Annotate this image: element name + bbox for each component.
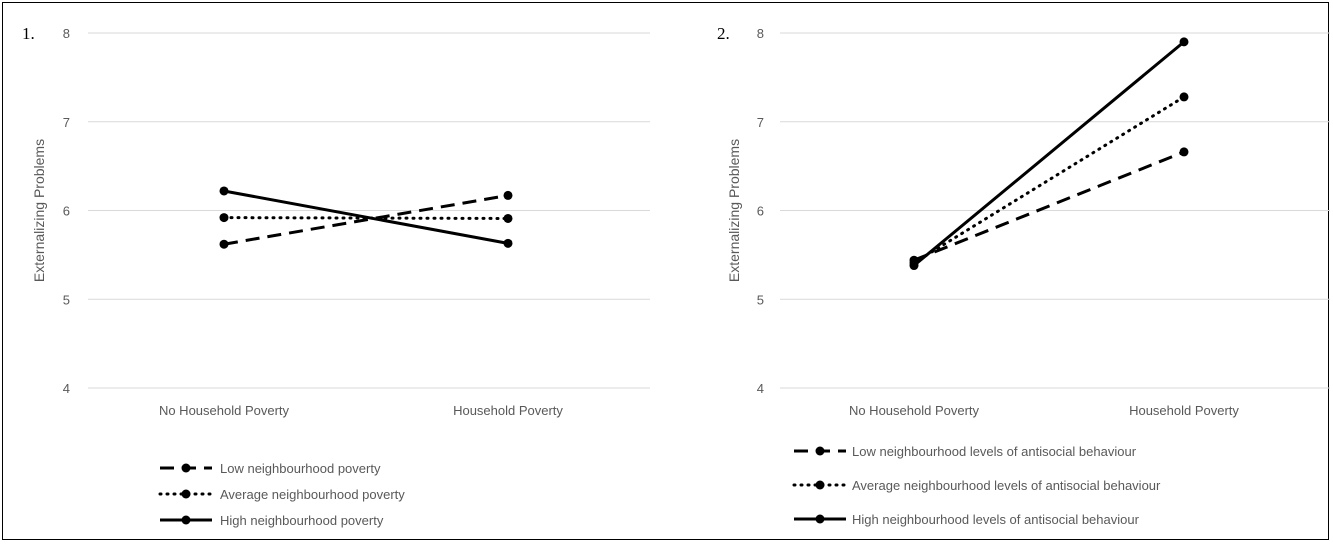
legend-entry: High neighbourhood levels of antisocial … xyxy=(852,512,1140,527)
y-tick-label: 7 xyxy=(757,115,764,130)
series-line-solid xyxy=(223,189,509,245)
data-point xyxy=(503,213,513,223)
data-point xyxy=(1179,147,1189,157)
y-tick-label: 5 xyxy=(63,292,70,307)
y-tick-label: 7 xyxy=(63,115,70,130)
legend-entry: High neighbourhood poverty xyxy=(220,513,384,528)
data-point xyxy=(1179,92,1189,102)
x-category-label: No Household Poverty xyxy=(159,403,290,418)
series-line-dashed xyxy=(913,150,1185,262)
legend-marker xyxy=(815,480,825,490)
x-category-label: No Household Poverty xyxy=(849,403,980,418)
series-line-solid xyxy=(913,40,1185,267)
panel-label: 2. xyxy=(717,24,730,43)
data-point xyxy=(219,213,229,223)
y-tick-label: 5 xyxy=(757,292,764,307)
panel-label: 1. xyxy=(22,24,35,43)
legend-marker xyxy=(181,489,191,499)
data-point xyxy=(1179,37,1189,47)
data-point xyxy=(503,238,513,248)
y-axis-label: Externalizing Problems xyxy=(31,139,47,282)
data-point xyxy=(219,186,229,196)
legend-entry: Average neighbourhood levels of antisoci… xyxy=(852,478,1161,493)
legend-marker xyxy=(815,446,825,456)
x-category-label: Household Poverty xyxy=(453,403,563,418)
data-point xyxy=(219,239,229,249)
legend-entry: Average neighbourhood poverty xyxy=(220,487,405,502)
data-point xyxy=(909,261,919,271)
y-tick-label: 4 xyxy=(63,381,70,396)
y-tick-label: 4 xyxy=(757,381,764,396)
y-axis-label: Externalizing Problems xyxy=(726,139,742,282)
series-line-dashed xyxy=(223,193,509,246)
data-point xyxy=(503,190,513,200)
y-tick-label: 6 xyxy=(757,204,764,219)
legend-entry: Low neighbourhood levels of antisocial b… xyxy=(852,444,1137,459)
y-tick-label: 8 xyxy=(757,26,764,41)
legend-marker xyxy=(181,515,191,525)
y-tick-label: 8 xyxy=(63,26,70,41)
y-tick-label: 6 xyxy=(63,204,70,219)
legend-marker xyxy=(181,463,191,473)
legend-entry: Low neighbourhood poverty xyxy=(220,461,381,476)
legend-marker xyxy=(815,514,825,524)
x-category-label: Household Poverty xyxy=(1129,403,1239,418)
